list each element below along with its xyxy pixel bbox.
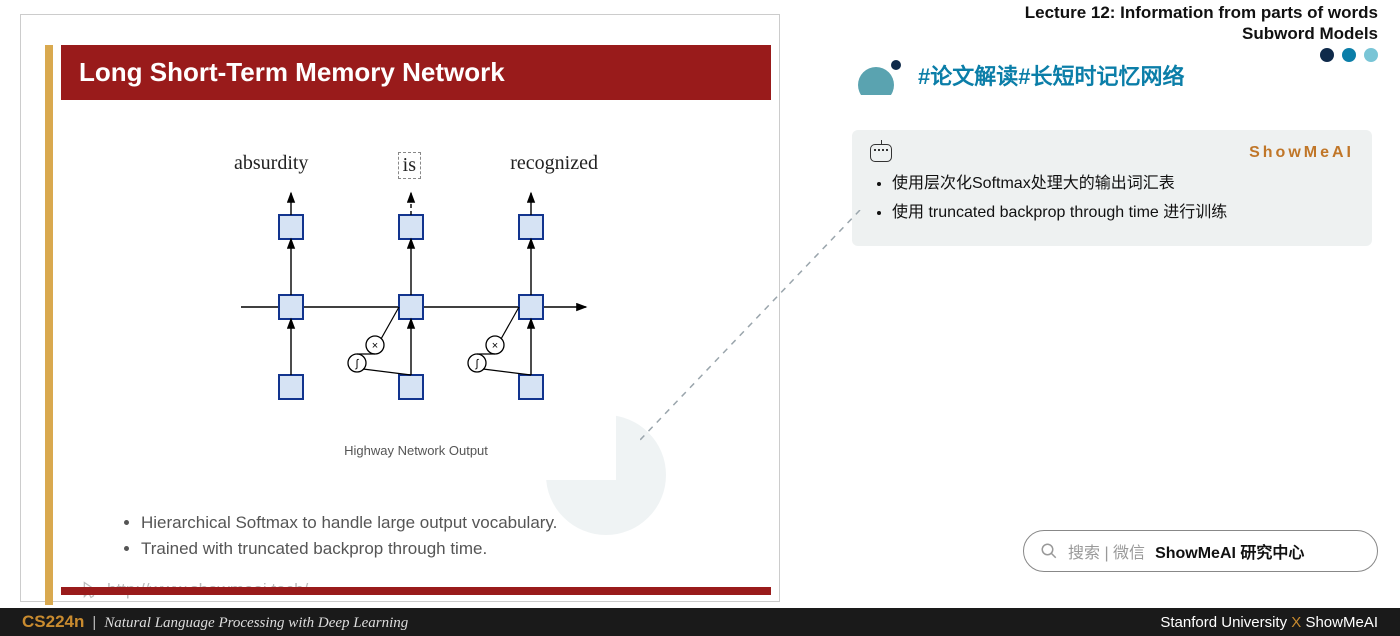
dot-icon bbox=[1364, 48, 1378, 62]
search-icon bbox=[1040, 542, 1058, 560]
slide-title-bar: Long Short-Term Memory Network bbox=[61, 45, 771, 100]
dot-icon bbox=[1342, 48, 1356, 62]
slide-title: Long Short-Term Memory Network bbox=[79, 57, 505, 88]
slide-container: Long Short-Term Memory Network absurdity… bbox=[20, 14, 780, 602]
footer-right: Stanford University X ShowMeAI bbox=[1160, 614, 1378, 631]
diagram-label-mid: is bbox=[398, 152, 421, 179]
footer-brand: ShowMeAI bbox=[1305, 614, 1378, 631]
lstm-svg: ×∫×∫ bbox=[231, 187, 601, 437]
dots-decoration bbox=[1320, 48, 1378, 62]
diagram-caption: Highway Network Output bbox=[216, 443, 616, 458]
course-code: CS224n bbox=[22, 612, 84, 632]
lecture-line1: Lecture 12: Information from parts of wo… bbox=[1025, 2, 1378, 23]
slide-bullets: Hierarchical Softmax to handle large out… bbox=[121, 513, 557, 565]
lstm-diagram: absurdity is recognized ×∫×∫ Highway Net… bbox=[216, 140, 616, 480]
note-card: ShowMeAI 使用层次化Softmax处理大的输出词汇表 使用 trunca… bbox=[852, 130, 1372, 246]
dot-icon bbox=[1320, 48, 1334, 62]
slide-bullet: Hierarchical Softmax to handle large out… bbox=[141, 513, 557, 533]
note-bullet: 使用层次化Softmax处理大的输出词汇表 bbox=[892, 170, 1354, 199]
footer-uni: Stanford University bbox=[1160, 614, 1287, 631]
ornament-icon bbox=[858, 55, 908, 95]
svg-text:×: × bbox=[372, 340, 378, 352]
svg-text:×: × bbox=[492, 340, 498, 352]
footer-separator: | bbox=[92, 614, 96, 631]
diagram-label-right: recognized bbox=[510, 152, 598, 179]
robot-icon bbox=[870, 144, 892, 162]
footer-subtitle: Natural Language Processing with Deep Le… bbox=[104, 615, 408, 632]
lecture-line2: Subword Models bbox=[1025, 23, 1378, 44]
hashtag-row: #论文解读#长短时记忆网络 bbox=[858, 55, 1184, 95]
search-hint: 搜索 | 微信 bbox=[1068, 539, 1145, 563]
slide-bottom-bar bbox=[61, 587, 771, 595]
search-strong: ShowMeAI 研究中心 bbox=[1155, 539, 1304, 563]
brand-text: ShowMeAI bbox=[1249, 144, 1354, 162]
slide-bullet: Trained with truncated backprop through … bbox=[141, 539, 557, 559]
lecture-info: Lecture 12: Information from parts of wo… bbox=[1025, 2, 1378, 45]
footer-x: X bbox=[1291, 614, 1301, 631]
footer: CS224n | Natural Language Processing wit… bbox=[0, 608, 1400, 636]
search-pill[interactable]: 搜索 | 微信 ShowMeAI 研究中心 bbox=[1023, 530, 1378, 572]
note-bullet: 使用 truncated backprop through time 进行训练 bbox=[892, 199, 1354, 228]
slide-accent-bar bbox=[45, 45, 53, 605]
hashtag-text: #论文解读#长短时记忆网络 bbox=[918, 59, 1184, 91]
diagram-label-left: absurdity bbox=[234, 152, 308, 179]
